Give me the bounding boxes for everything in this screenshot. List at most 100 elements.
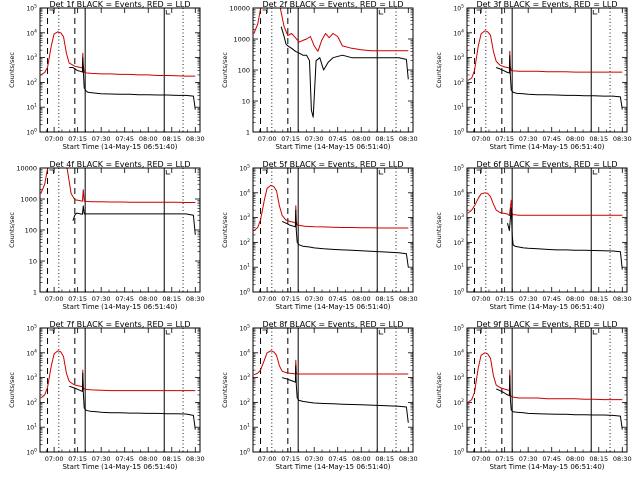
detector-panel: Det 9f BLACK = Events, RED = LLD 100 101 10… [435, 320, 632, 471]
marker-bracket [378, 330, 384, 335]
panel-frame [252, 167, 414, 293]
x-tick-label: 08:30 [186, 295, 205, 303]
detector-panel: Det 6f BLACK = Events, RED = LLD 100 101 10… [435, 160, 632, 311]
events-series-line [282, 365, 409, 423]
marker-bracket [592, 170, 598, 175]
plot-area [40, 328, 196, 452]
panel-frame [252, 327, 414, 453]
x-tick-label: 07:00 [45, 295, 64, 303]
plot-area [253, 8, 409, 132]
y-tick-label: 100 [26, 128, 37, 137]
panel-title: Det 9f BLACK = Events, RED = LLD [476, 320, 617, 329]
y-axis-label: Counts/sec [221, 372, 229, 408]
x-tick-label: 07:15 [68, 295, 87, 303]
y-tick-label: 101 [239, 423, 250, 432]
x-tick-label: 08:00 [566, 135, 585, 143]
x-tick-label: 07:00 [258, 455, 277, 463]
y-tick-label: 10 [29, 258, 37, 266]
panel-frame [466, 167, 628, 293]
x-tick-label: 08:30 [613, 135, 632, 143]
y-tick-label: 102 [453, 398, 464, 407]
x-tick-label: 07:15 [495, 455, 514, 463]
panel-title: Det 1f BLACK = Events, RED = LLD [49, 0, 190, 9]
x-tick-label: 07:45 [328, 295, 347, 303]
x-tick-label: 08:00 [566, 295, 585, 303]
y-tick-label: 104 [453, 188, 464, 197]
events-series-line [507, 207, 623, 270]
x-tick-label: 07:45 [115, 135, 134, 143]
y-tick-label: 100 [453, 448, 464, 457]
y-axis-label: Counts/sec [221, 52, 229, 88]
y-tick-label: 105 [453, 4, 464, 13]
x-tick-label: 07:30 [305, 455, 324, 463]
y-axis-label: Counts/sec [435, 52, 443, 88]
y-tick-label: 103 [453, 373, 464, 382]
panel-title: Det 3f BLACK = Events, RED = LLD [476, 0, 617, 9]
x-tick-label: 08:15 [162, 455, 181, 463]
marker-bracket [49, 9, 54, 14]
marker-bracket [378, 10, 384, 15]
marker-bracket [49, 169, 54, 174]
x-tick-label: 07:15 [281, 455, 300, 463]
x-axis-label: Start Time (14-May-15 06:51:40) [62, 463, 177, 471]
marker-bracket [262, 169, 267, 174]
panel-frame [252, 7, 414, 133]
events-series-line [72, 205, 196, 235]
marker-bracket [378, 170, 384, 175]
x-tick-label: 07:45 [542, 135, 561, 143]
y-tick-label: 104 [453, 28, 464, 37]
panel-title: Det 7f BLACK = Events, RED = LLD [49, 320, 190, 329]
x-tick-label: 07:45 [328, 135, 347, 143]
x-tick-label: 07:30 [519, 135, 538, 143]
x-tick-label: 08:30 [399, 135, 418, 143]
x-tick-label: 07:15 [281, 135, 300, 143]
y-tick-label: 101 [453, 423, 464, 432]
y-tick-label: 100 [239, 448, 250, 457]
marker-bracket [476, 169, 481, 174]
x-tick-label: 07:30 [92, 455, 111, 463]
marker-bracket [165, 170, 171, 175]
x-axis-label: Start Time (14-May-15 06:51:40) [62, 143, 177, 151]
y-tick-label: 100 [239, 288, 250, 297]
y-tick-label: 104 [239, 188, 250, 197]
x-tick-label: 08:30 [399, 295, 418, 303]
marker-bracket [165, 10, 171, 15]
plot-area [467, 8, 623, 132]
y-axis-label: Counts/sec [8, 52, 16, 88]
x-axis-label: Start Time (14-May-15 06:51:40) [489, 143, 604, 151]
y-tick-label: 100 [453, 288, 464, 297]
y-tick-label: 100 [453, 128, 464, 137]
x-tick-label: 08:15 [375, 455, 394, 463]
y-tick-label: 102 [239, 238, 250, 247]
x-tick-label: 08:30 [613, 455, 632, 463]
y-axis-label: Counts/sec [8, 372, 16, 408]
marker-bracket [476, 329, 481, 334]
x-tick-label: 07:00 [45, 455, 64, 463]
x-tick-label: 08:00 [139, 295, 158, 303]
x-axis-label: Start Time (14-May-15 06:51:40) [275, 303, 390, 311]
y-tick-label: 10000 [229, 5, 250, 13]
detector-panel: Det 7f BLACK = Events, RED = LLD 100 101 10… [8, 320, 205, 471]
events-series-line [280, 26, 409, 118]
detector-panel: Det 3f BLACK = Events, RED = LLD 100 101 10… [435, 0, 632, 151]
x-tick-label: 07:30 [305, 295, 324, 303]
y-axis-label: Counts/sec [435, 372, 443, 408]
y-tick-label: 101 [453, 263, 464, 272]
y-tick-label: 102 [26, 398, 37, 407]
x-tick-label: 08:00 [139, 455, 158, 463]
x-tick-label: 07:30 [519, 295, 538, 303]
x-tick-label: 07:30 [305, 135, 324, 143]
y-tick-label: 103 [239, 373, 250, 382]
y-tick-label: 103 [453, 213, 464, 222]
y-tick-label: 105 [453, 324, 464, 333]
events-series-line [69, 57, 196, 110]
y-tick-label: 100 [26, 448, 37, 457]
x-tick-label: 07:00 [45, 135, 64, 143]
y-tick-label: 104 [26, 28, 37, 37]
marker-bracket [476, 9, 481, 14]
y-tick-label: 101 [26, 103, 37, 112]
plot-area [467, 328, 623, 452]
lld-series-line [467, 192, 623, 217]
x-tick-label: 08:15 [162, 295, 181, 303]
y-tick-label: 104 [239, 348, 250, 357]
